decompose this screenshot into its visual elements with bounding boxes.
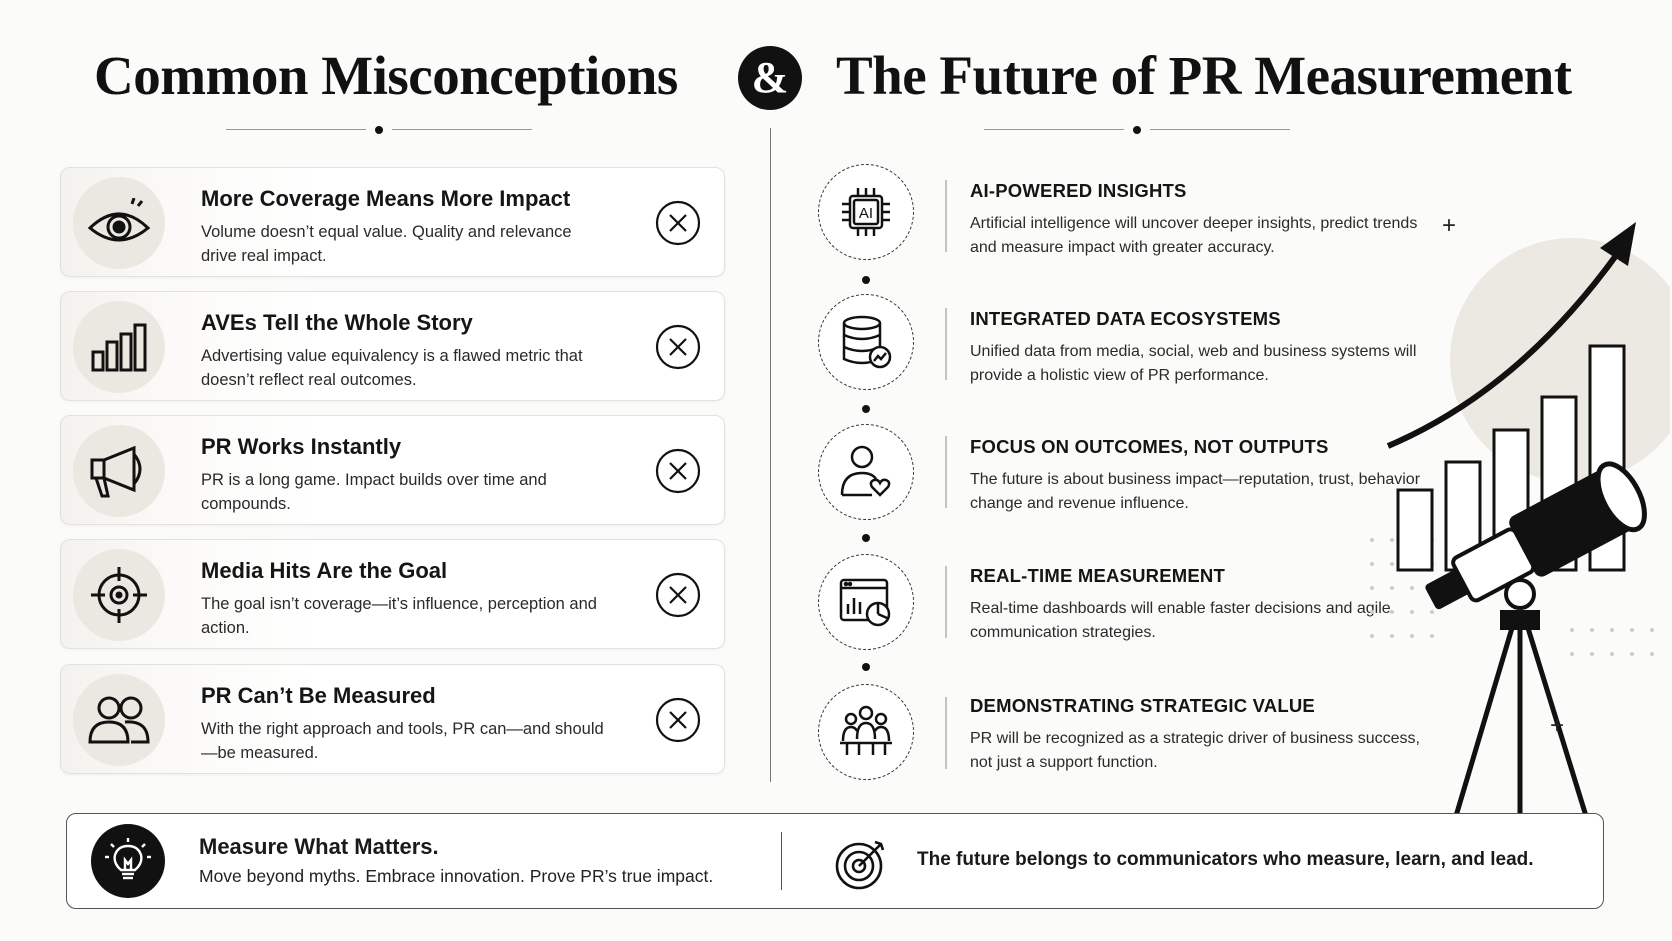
timeline-dot	[862, 534, 870, 542]
card-text: The goal isn’t coverage—it’s influence, …	[201, 595, 597, 637]
team-icon	[818, 684, 914, 780]
growth-arrow	[1386, 248, 1623, 449]
future-text: Artificial intelligence will uncover dee…	[970, 215, 1418, 256]
database-icon	[818, 294, 914, 390]
crosshair-icon	[73, 549, 165, 641]
accent-bar	[945, 180, 947, 252]
misconception-card: AVEs Tell the Whole Story Advertising va…	[60, 291, 725, 401]
bar-chart-icon	[73, 301, 165, 393]
misconception-card: Media Hits Are the Goal The goal isn’t c…	[60, 539, 725, 649]
right-title: The Future of PR Measurement	[836, 45, 1572, 106]
x-circle-icon	[655, 572, 701, 618]
card-text: With the right approach and tools, PR ca…	[201, 720, 604, 762]
right-divider-dot	[1133, 126, 1141, 134]
future-title: DEMONSTRATING STRATEGIC VALUE	[970, 695, 1315, 716]
x-circle-icon	[655, 200, 701, 246]
column-separator	[770, 128, 771, 782]
card-title: PR Works Instantly	[201, 434, 402, 459]
future-text: PR will be recognized as a strategic dri…	[970, 730, 1420, 771]
card-text: Volume doesn’t equal value. Quality and …	[201, 223, 572, 265]
future-title: INTEGRATED DATA ECOSYSTEMS	[970, 308, 1281, 329]
future-title: FOCUS ON OUTCOMES, NOT OUTPUTS	[970, 436, 1329, 457]
accent-bar	[945, 566, 947, 638]
x-circle-icon	[655, 324, 701, 370]
megaphone-icon	[73, 425, 165, 517]
person-heart-icon	[818, 424, 914, 520]
future-text: The future is about business impact—repu…	[970, 471, 1421, 512]
left-divider-line	[392, 129, 532, 130]
eye-icon	[73, 177, 165, 269]
footer-banner: Measure What Matters. Move beyond myths.…	[66, 813, 1604, 909]
misconception-card: PR Can’t Be Measured With the right appr…	[60, 664, 725, 774]
card-title: AVEs Tell the Whole Story	[201, 310, 473, 335]
telescope-icon	[1425, 461, 1647, 816]
target-arrow-icon	[835, 840, 885, 890]
footer-separator	[781, 832, 782, 890]
footer-tagline: The future belongs to communicators who …	[917, 849, 1534, 870]
future-title: AI-POWERED INSIGHTS	[970, 180, 1187, 201]
accent-bar	[945, 436, 947, 508]
future-title: REAL-TIME MEASUREMENT	[970, 565, 1225, 586]
left-divider-line	[226, 129, 366, 130]
left-divider-dot	[375, 126, 383, 134]
x-circle-icon	[655, 697, 701, 743]
chip-label: AI	[859, 205, 873, 222]
right-divider-line	[984, 129, 1124, 130]
lightbulb-icon	[91, 824, 165, 898]
plus-decoration: +	[1442, 212, 1457, 239]
future-text: Unified data from media, social, web and…	[970, 343, 1417, 384]
footer-title: Measure What Matters.	[199, 834, 439, 859]
future-text: Real-time dashboards will enable faster …	[970, 600, 1391, 641]
card-text: Advertising value equivalency is a flawe…	[201, 347, 583, 389]
timeline-dot	[862, 405, 870, 413]
footer-text: Move beyond myths. Embrace innovation. P…	[199, 866, 714, 886]
telescope-growth-illustration	[1370, 222, 1670, 816]
misconception-card: PR Works Instantly PR is a long game. Im…	[60, 415, 725, 525]
accent-bar	[945, 697, 947, 769]
arrow-head	[1600, 222, 1636, 266]
ampersand-badge: &	[738, 46, 802, 110]
card-title: PR Can’t Be Measured	[201, 683, 436, 708]
card-title: More Coverage Means More Impact	[201, 186, 571, 211]
dashboard-icon	[818, 554, 914, 650]
card-title: Media Hits Are the Goal	[201, 558, 448, 583]
card-text: PR is a long game. Impact builds over ti…	[201, 471, 547, 513]
plus-decoration: +	[1550, 712, 1565, 739]
users-icon	[73, 674, 165, 766]
left-title: Common Misconceptions	[94, 45, 678, 106]
right-divider-line	[1150, 129, 1290, 130]
accent-bar	[945, 308, 947, 380]
timeline-dot	[862, 663, 870, 671]
misconception-card: More Coverage Means More Impact Volume d…	[60, 167, 725, 277]
ai-chip-icon: AI	[818, 164, 914, 260]
timeline-dot	[862, 276, 870, 284]
x-circle-icon	[655, 448, 701, 494]
